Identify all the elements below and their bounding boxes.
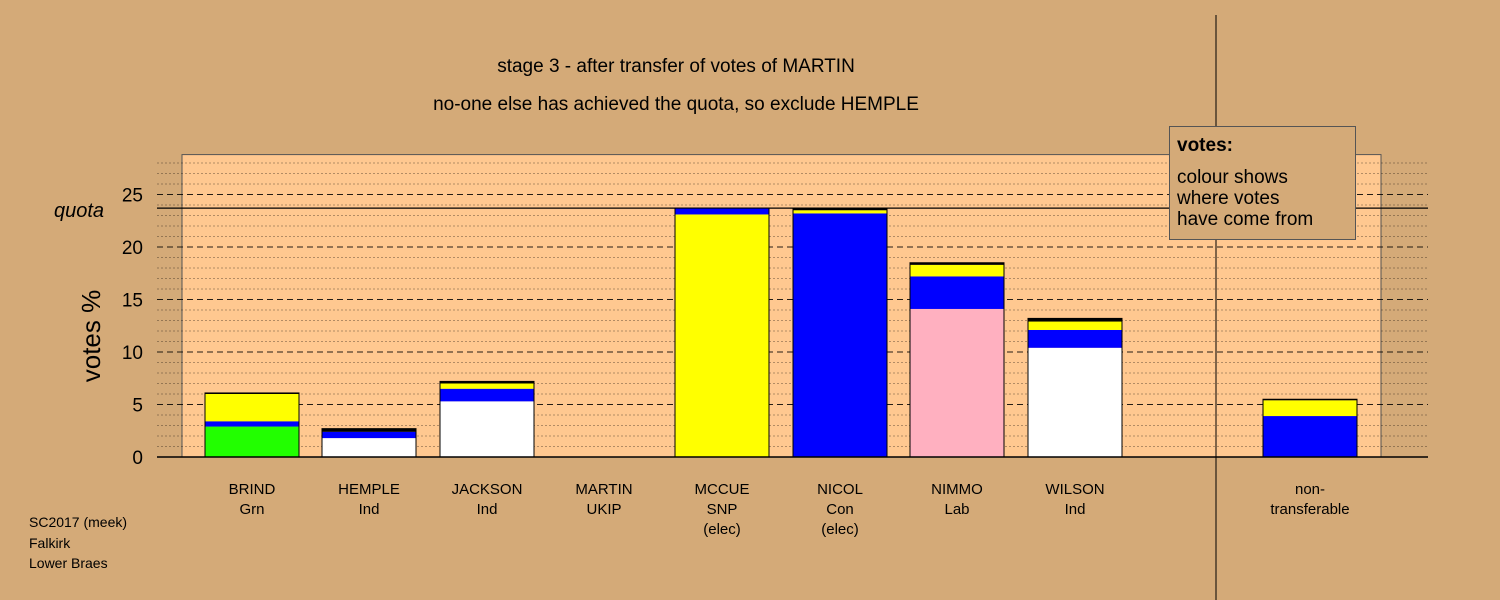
bar-segment [1028,318,1122,322]
bar-segment [910,264,1004,277]
bar-segment [1028,347,1122,457]
legend-line: where votes [1177,188,1280,209]
chart-subtitle: no-one else has achieved the quota, so e… [433,94,919,115]
bar-segment [440,381,534,384]
x-tick-label: Grn [239,501,264,518]
bar-segment [1028,321,1122,330]
bar-segment [205,421,299,427]
x-tick-label: Ind [359,501,380,518]
y-tick-label: 20 [122,238,143,259]
x-tick-label: MCCUE [695,481,750,498]
footnote-council: Falkirk [29,535,71,551]
bar-segment [793,213,887,457]
bar-segment [1263,416,1357,457]
y-tick-label: 10 [122,343,143,364]
bars [204,207,1358,458]
chart-title: stage 3 - after transfer of votes of MAR… [497,56,855,77]
x-tick-label: UKIP [586,501,621,518]
legend-line: have come from [1177,209,1314,230]
x-tick-label: Ind [477,501,498,518]
x-tick-label: Con [826,501,854,518]
bar-segment [205,426,299,457]
legend-line: colour shows [1177,167,1288,188]
x-tick-label: BRIND [229,481,276,498]
bar-segment [675,208,769,215]
x-tick-label: (elec) [703,521,741,538]
bar-segment [1263,399,1357,401]
quota-label: quota [54,200,104,222]
bar-segment [910,262,1004,265]
y-tick-label: 0 [132,448,143,469]
bar-segment [1263,400,1357,417]
x-tick-label: transferable [1270,501,1349,518]
x-tick-label: Ind [1065,501,1086,518]
axes: 0 5 10 15 20 25 [122,15,1428,600]
x-tick-label: (elec) [821,521,859,538]
category-labels: BRIND Grn HEMPLE Ind JACKSON Ind MARTIN UKIP MCC… [229,481,1350,538]
bar-segment [205,392,299,394]
bar-segment [1028,329,1122,348]
x-tick-label: HEMPLE [338,481,400,498]
bar-segment [675,214,769,457]
footnote-ward: Lower Braes [29,555,108,571]
y-tick-label: 5 [132,396,143,417]
y-axis-label: votes % [76,290,106,383]
bar-segment [322,428,416,432]
bar-segment [793,210,887,214]
bar-segment [205,394,299,422]
x-tick-label: non- [1295,481,1325,498]
x-tick-label: NICOL [817,481,863,498]
legend-title: votes: [1177,135,1233,156]
bar-segment [793,208,887,211]
bar-segment [322,431,416,439]
bar-segment [910,308,1004,457]
x-tick-label: NIMMO [931,481,983,498]
x-tick-label: JACKSON [452,481,523,498]
footnote-source: SC2017 (meek) [29,514,128,530]
bar-segment [440,388,534,402]
bar-segment [910,276,1004,309]
bar-segment [322,438,416,457]
x-tick-label: SNP [707,501,738,518]
bar-segment [440,383,534,389]
bar-segment [440,401,534,457]
x-tick-label: WILSON [1045,481,1104,498]
x-tick-label: MARTIN [575,481,632,498]
x-tick-label: Lab [944,501,969,518]
y-tick-label: 15 [122,291,143,312]
legend: votes: colour shows where votes have com… [1169,126,1356,240]
y-tick-label: 25 [122,186,143,207]
